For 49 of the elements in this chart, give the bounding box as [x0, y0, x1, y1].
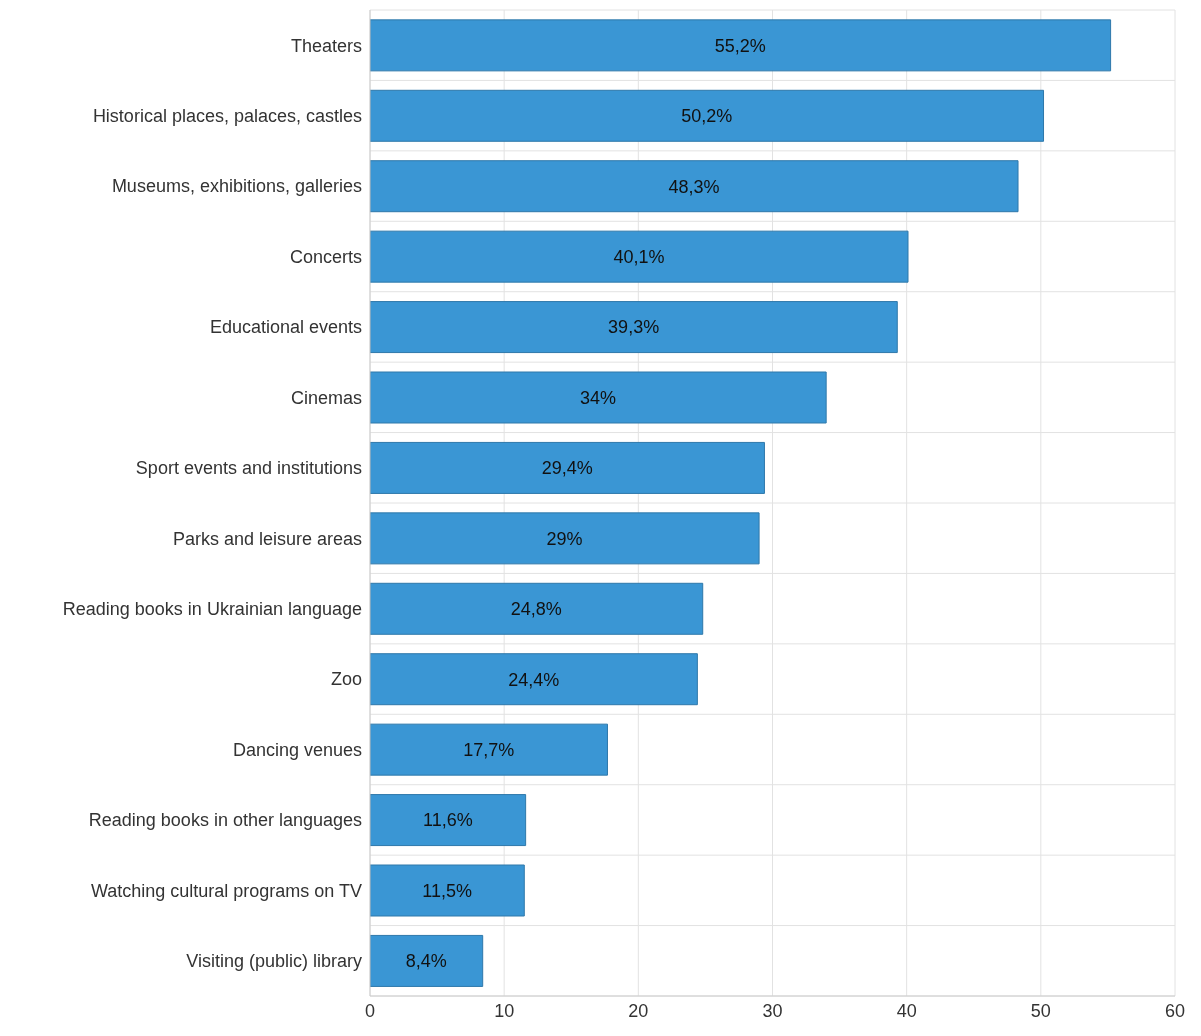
y-tick-label: Zoo — [330, 669, 362, 690]
data-label: 24,8% — [510, 599, 562, 620]
data-label: 17,7% — [463, 739, 515, 760]
data-label: 24,4% — [508, 669, 560, 690]
data-label: 11,5% — [422, 880, 472, 901]
bar — [370, 301, 898, 354]
y-tick-label: Visiting (public) library — [186, 951, 362, 972]
bar — [370, 160, 1019, 213]
bar — [370, 653, 698, 706]
y-tick-label: Cinemas — [290, 387, 362, 408]
bar — [370, 582, 704, 635]
x-tick-label: 40 — [896, 1000, 917, 1021]
y-tick-label: Concerts — [289, 246, 362, 267]
y-tick-label: Dancing venues — [232, 739, 362, 760]
bar — [370, 89, 1045, 142]
x-tick-label: 60 — [1164, 1000, 1186, 1021]
bar — [370, 230, 909, 283]
y-tick-label: Educational events — [209, 317, 362, 338]
data-label: 8,4% — [405, 951, 447, 972]
bar — [370, 934, 484, 987]
y-tick-label: Parks and leisure areas — [172, 528, 362, 549]
y-tick-label: Sport events and institutions — [135, 458, 362, 479]
x-tick-label: 50 — [1030, 1000, 1051, 1021]
data-label: 29,4% — [541, 458, 593, 479]
x-tick-label: 0 — [364, 1000, 376, 1021]
x-tick-label: 10 — [494, 1000, 515, 1021]
x-tick-label: 30 — [762, 1000, 783, 1021]
y-tick-label: Reading books in Ukrainian language — [62, 599, 362, 620]
y-tick-label: Watching cultural programs on TV — [90, 880, 362, 901]
data-label: 55,2% — [714, 35, 766, 56]
data-label: 39,3% — [608, 317, 660, 338]
bar — [370, 441, 765, 494]
data-label: 40,1% — [613, 246, 665, 267]
y-tick-label: Theaters — [290, 35, 362, 56]
data-label: 48,3% — [668, 176, 720, 197]
y-tick-label: Museums, exhibitions, galleries — [111, 176, 362, 197]
bar — [370, 512, 760, 565]
bar — [370, 19, 1112, 72]
data-label: 29% — [546, 528, 583, 549]
data-label: 34% — [580, 387, 617, 408]
bar — [370, 864, 525, 917]
bar — [370, 371, 827, 424]
bar — [370, 794, 527, 847]
y-tick-label: Historical places, palaces, castles — [92, 106, 362, 127]
y-tick-label: Reading books in other languages — [88, 810, 362, 831]
data-label: 50,2% — [681, 106, 733, 127]
data-label: 11,6% — [422, 810, 473, 831]
bar — [370, 723, 608, 776]
x-tick-label: 20 — [628, 1000, 649, 1021]
